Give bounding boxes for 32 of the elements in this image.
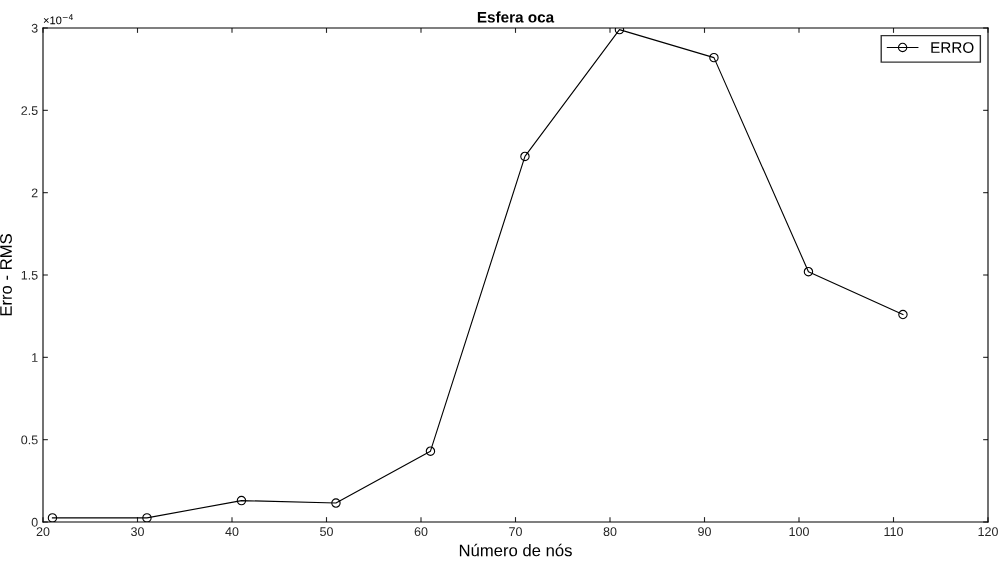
point — [331, 498, 341, 508]
x-tick-label: 70 — [509, 527, 522, 537]
point — [236, 495, 247, 506]
y-tick-label: 0.5 — [21, 435, 38, 445]
point — [142, 513, 152, 522]
x-tick-label: 20 — [36, 527, 50, 537]
x-tick-label: 30 — [131, 527, 144, 537]
point — [425, 446, 436, 456]
legend-label: ERRO — [931, 42, 974, 53]
y-tick-label: 2.5 — [21, 106, 38, 115]
x-tick-label: 110 — [884, 527, 903, 537]
x-tick-label: 50 — [320, 527, 333, 537]
point — [709, 52, 719, 63]
y-tick-label: 0 — [31, 517, 38, 527]
chart-title: Esfera oca — [477, 11, 555, 23]
y-tick-label: 2 — [31, 188, 38, 198]
x-tick-label: 80 — [603, 527, 617, 537]
point — [47, 513, 58, 522]
x-tick-label: 90 — [698, 527, 711, 537]
x-tick-label: 120 — [978, 527, 998, 537]
x-tick-label: 40 — [225, 527, 239, 537]
text: ×10$^{−4}$ — [43, 14, 73, 25]
point — [803, 266, 814, 277]
y-axis-title: Erro - RMS — [0, 234, 12, 316]
x-axis-title: Número de nós — [459, 543, 572, 557]
y-tick-label: 3 — [31, 23, 38, 33]
point — [520, 151, 530, 162]
y-tick-label: 1.5 — [21, 270, 38, 280]
point — [898, 309, 908, 320]
x-tick-label: 60 — [414, 527, 428, 537]
y-tick-label: 1 — [32, 353, 38, 362]
x-tick-label: 100 — [789, 527, 809, 537]
